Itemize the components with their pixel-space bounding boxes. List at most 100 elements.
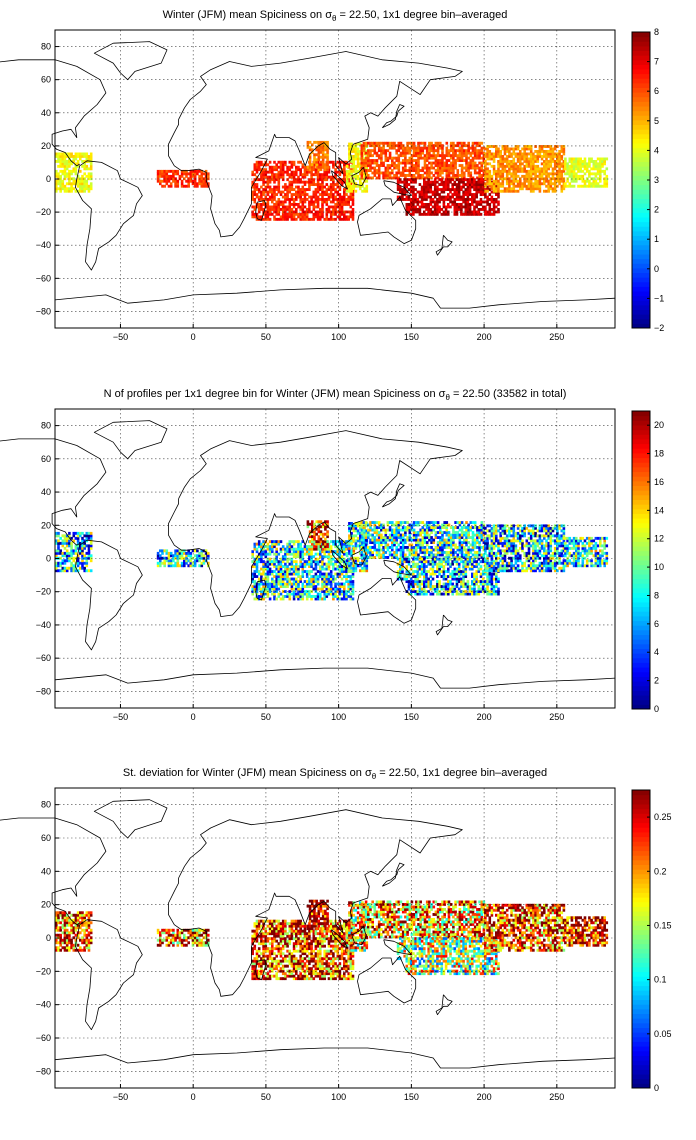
data-cell <box>369 551 372 554</box>
data-cell <box>501 145 505 148</box>
data-cell <box>419 556 422 559</box>
data-cell <box>85 569 89 573</box>
data-cell <box>603 162 606 166</box>
data-cell <box>348 549 351 553</box>
data-cell <box>347 595 350 598</box>
data-cell <box>343 542 346 546</box>
data-cell <box>301 193 305 196</box>
data-cell <box>174 184 177 188</box>
data-cell <box>306 143 310 147</box>
data-cell <box>359 569 362 573</box>
data-cell <box>468 188 472 191</box>
data-cell <box>327 552 331 556</box>
data-cell <box>356 184 360 188</box>
data-cell <box>423 141 427 145</box>
data-cell <box>316 198 320 201</box>
data-cell <box>570 157 574 161</box>
data-cell <box>79 179 82 183</box>
data-cell <box>277 572 281 576</box>
data-cell <box>352 155 356 158</box>
data-cell <box>301 188 305 191</box>
data-cell <box>68 182 71 186</box>
data-cell <box>432 156 436 160</box>
data-cell <box>79 541 82 545</box>
data-cell <box>460 195 463 199</box>
data-cell <box>83 554 86 558</box>
data-cell <box>371 533 374 537</box>
data-cell <box>505 164 509 168</box>
data-cell <box>373 538 377 542</box>
data-cell <box>297 552 300 556</box>
data-cell <box>279 580 283 583</box>
data-cell <box>332 198 335 201</box>
data-cell <box>319 217 322 221</box>
data-cell <box>527 174 531 178</box>
data-cell <box>363 561 366 565</box>
data-cell <box>351 210 355 214</box>
data-cell <box>455 193 459 196</box>
data-cell <box>323 580 326 583</box>
data-cell <box>273 195 276 199</box>
japan-coast <box>381 104 405 129</box>
data-cell <box>198 182 201 186</box>
data-cell <box>510 162 513 166</box>
data-cell <box>363 569 366 573</box>
data-cell <box>382 528 385 532</box>
data-cell <box>362 146 366 150</box>
data-cell <box>551 169 555 173</box>
data-cell <box>57 546 60 550</box>
data-cell <box>348 150 351 153</box>
data-cell <box>260 575 263 578</box>
data-cell <box>399 185 402 189</box>
data-cell <box>479 208 483 211</box>
data-cell <box>63 155 67 158</box>
data-cell <box>326 520 329 524</box>
data-cell <box>295 165 298 169</box>
data-cell <box>399 151 403 155</box>
colorbar-step <box>632 212 650 218</box>
data-cell <box>529 162 533 166</box>
data-cell <box>466 193 470 196</box>
data-cell <box>352 561 356 565</box>
data-cell <box>570 172 574 176</box>
data-cell <box>397 543 401 547</box>
data-cell <box>570 184 574 188</box>
data-cell <box>81 155 84 158</box>
data-cell <box>456 174 460 177</box>
data-cell <box>436 212 439 216</box>
data-cell <box>452 149 455 153</box>
data-cell <box>503 169 507 173</box>
data-cell <box>297 185 300 189</box>
data-cell <box>503 164 507 168</box>
data-cell <box>266 185 270 189</box>
data-cell <box>473 205 476 209</box>
data-cell <box>603 177 606 181</box>
data-cell <box>266 575 270 578</box>
data-cell <box>471 141 475 145</box>
data-cell <box>193 559 197 563</box>
data-cell <box>163 556 166 560</box>
data-cell <box>260 552 263 556</box>
data-cell <box>323 217 326 221</box>
data-cell <box>556 162 559 166</box>
data-cell <box>449 178 452 182</box>
data-cell <box>538 172 542 176</box>
data-cell <box>373 171 377 175</box>
data-cell <box>455 208 459 211</box>
data-cell <box>297 592 300 596</box>
colorbar-step <box>632 235 650 241</box>
data-cell <box>384 159 388 162</box>
data-cell <box>420 205 424 209</box>
data-cell <box>512 184 516 188</box>
data-cell <box>336 185 340 189</box>
data-cell <box>462 193 465 196</box>
data-cell <box>562 152 566 156</box>
data-cell <box>508 179 511 183</box>
data-cell <box>292 565 296 568</box>
data-cell <box>416 203 420 206</box>
data-cell <box>380 553 383 557</box>
data-cell <box>76 531 80 535</box>
x-tick-label: 250 <box>549 332 564 342</box>
data-cell <box>273 188 276 191</box>
data-cell <box>441 176 444 180</box>
